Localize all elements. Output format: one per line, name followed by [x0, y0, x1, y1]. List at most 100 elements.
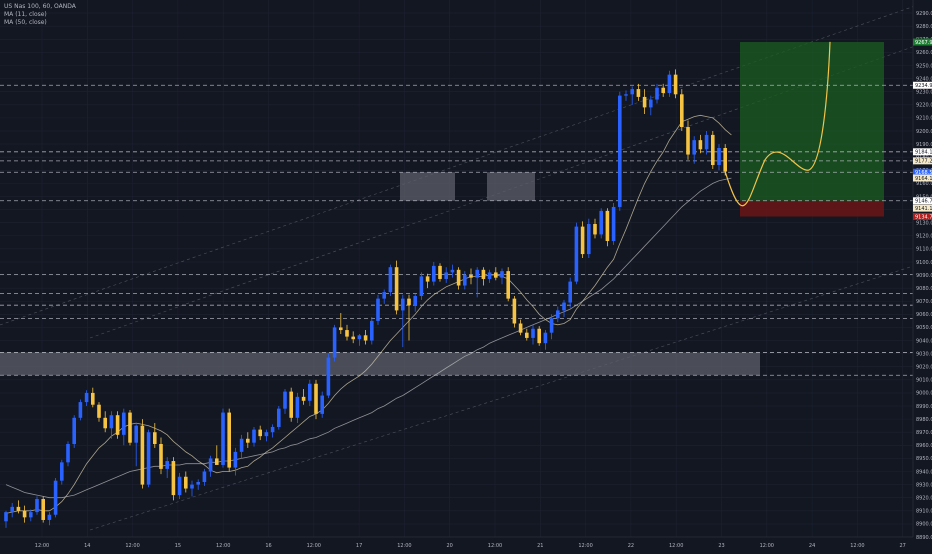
y-tick-label: 9080.0	[916, 286, 932, 292]
price-label-text: 9141.1	[915, 206, 932, 212]
candle-body	[401, 298, 405, 311]
candle-body	[692, 140, 696, 155]
position-tool	[740, 42, 884, 217]
target-zone	[740, 42, 884, 201]
y-tick-label: 9110.0	[916, 247, 932, 253]
candle-body	[587, 223, 591, 255]
candle-body	[642, 96, 647, 108]
candle-body	[686, 127, 690, 155]
candle-body	[357, 335, 362, 340]
candle-body	[252, 429, 256, 443]
price-label-text: 9234.9	[915, 83, 932, 89]
candle-body	[382, 292, 386, 299]
x-tick-label: 14	[84, 543, 90, 549]
candle-body	[4, 512, 8, 522]
candle-body	[227, 412, 231, 468]
candle-body	[196, 481, 200, 485]
ma1-label: MA (11, close)	[4, 11, 47, 18]
candle-body	[351, 336, 355, 340]
zones	[0, 172, 760, 376]
x-tick-label: 12:00	[125, 543, 139, 549]
chart-legend: US Nas 100, 60, OANDA MA (11, close) MA …	[4, 3, 76, 27]
x-tick-label: 20	[447, 543, 453, 549]
candle-body	[673, 74, 678, 95]
y-tick-label: 9070.0	[916, 299, 932, 305]
y-tick-label: 9260.0	[916, 50, 932, 56]
candle-body	[29, 512, 33, 518]
candle-body	[264, 432, 269, 437]
y-tick-label: 8920.0	[916, 496, 932, 502]
x-tick-label: 24	[809, 543, 815, 549]
x-tick-label: 12:00	[850, 543, 864, 549]
candle-body	[295, 396, 300, 418]
candle-body	[202, 471, 207, 482]
y-tick-label: 9150.0	[916, 194, 932, 200]
y-tick-label: 9020.0	[916, 365, 932, 371]
candle-body	[184, 476, 188, 489]
x-tick-label: 16	[265, 543, 271, 549]
candle-body	[450, 269, 455, 273]
candle-body	[413, 296, 417, 306]
candle-body	[78, 402, 83, 418]
y-tick-label: 8990.0	[916, 404, 932, 410]
candle-body	[388, 267, 393, 293]
y-tick-label: 9100.0	[916, 260, 932, 266]
y-tick-label: 9280.0	[916, 24, 932, 30]
y-tick-label: 9130.0	[916, 220, 932, 226]
channel-line	[89, 259, 932, 531]
y-tick-label: 8970.0	[916, 430, 932, 436]
y-tick-label: 9200.0	[916, 129, 932, 135]
candle-body	[394, 267, 399, 311]
y-tick-label: 9030.0	[916, 351, 932, 357]
candle-body	[84, 392, 89, 403]
candle-body	[146, 432, 151, 485]
x-tick-label: 12:00	[578, 543, 592, 549]
x-tick-label: 27	[900, 543, 906, 549]
y-tick-label: 9290.0	[916, 11, 932, 17]
ma-fast-line	[5, 114, 732, 514]
candle-body	[711, 134, 715, 166]
candle-body	[568, 281, 572, 303]
candle-body	[221, 412, 225, 465]
candle-body	[345, 330, 349, 337]
candle-body	[630, 89, 634, 95]
candle-body	[134, 425, 138, 443]
candle-body	[109, 415, 114, 429]
candle-body	[432, 265, 436, 282]
candle-body	[407, 298, 411, 306]
y-tick-label: 8930.0	[916, 482, 932, 488]
candle-body	[190, 484, 194, 489]
price-label-box	[913, 197, 932, 205]
price-label-text: 9134.7	[915, 214, 932, 220]
candle-body	[10, 506, 14, 513]
price-label-box	[913, 81, 932, 89]
y-tick-label: 9050.0	[916, 325, 932, 331]
stop-zone	[740, 200, 884, 217]
y-tick-label: 9160.0	[916, 181, 932, 187]
price-label-box	[913, 157, 932, 165]
candle-body	[475, 269, 479, 278]
y-tick-label: 8890.0	[916, 535, 932, 541]
candle-body	[103, 417, 107, 429]
price-label-box	[913, 174, 932, 182]
time-axis: 12:00 14 12:00 15 12:00 16 12:00 17 12:00 20 12:00…	[0, 536, 913, 550]
candle-body	[159, 444, 163, 469]
candle-body	[611, 206, 616, 241]
candle-body	[580, 226, 585, 255]
candle-body	[599, 210, 603, 235]
candle-body	[518, 323, 523, 333]
candle-body	[605, 210, 610, 241]
x-tick-label: 12:00	[216, 543, 230, 549]
candle-body	[35, 499, 39, 513]
price-label-box	[913, 148, 932, 156]
price-label-text: 9164.1	[915, 176, 932, 182]
candle-body	[574, 226, 579, 282]
candle-body	[277, 408, 281, 427]
candle-body	[717, 148, 721, 166]
y-tick-label: 9240.0	[916, 76, 932, 82]
y-tick-label: 8980.0	[916, 417, 932, 423]
candle-body	[208, 458, 213, 472]
time-axis-bg	[0, 537, 913, 550]
